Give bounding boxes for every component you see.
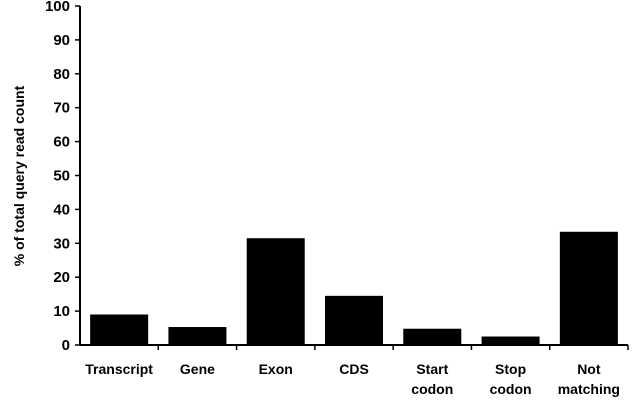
- x-category-label: Start: [416, 361, 448, 377]
- y-tick-label: 40: [53, 201, 70, 218]
- y-tick-label: 80: [53, 66, 70, 83]
- x-category-label: codon: [411, 381, 453, 397]
- x-category-label: Exon: [259, 361, 293, 377]
- x-category-label: matching: [558, 381, 620, 397]
- bar: [168, 327, 227, 345]
- x-category-label: Transcript: [85, 361, 153, 377]
- y-tick-label: 90: [53, 32, 70, 49]
- y-tick-label: 30: [53, 235, 70, 252]
- y-tick-label: 100: [45, 0, 70, 15]
- bar: [90, 314, 149, 345]
- y-axis-ticks: 0 10 20 30 40 50 60 70 80 90 100: [45, 0, 80, 354]
- x-category-label: codon: [490, 381, 532, 397]
- bar: [246, 238, 305, 345]
- y-tick-label: 70: [53, 100, 70, 117]
- y-tick-label: 20: [53, 269, 70, 286]
- y-tick-label: 0: [62, 337, 70, 354]
- bars: [90, 231, 618, 345]
- bar: [403, 328, 462, 345]
- x-category-label: Stop: [495, 361, 526, 377]
- bar: [325, 295, 383, 345]
- x-category-label: Not: [577, 361, 601, 377]
- bar: [481, 336, 540, 345]
- bar: [559, 231, 618, 345]
- y-tick-label: 60: [53, 134, 70, 151]
- x-category-label: Gene: [180, 361, 215, 377]
- y-tick-label: 10: [53, 303, 70, 320]
- y-axis-title: % of total query read count: [11, 85, 27, 266]
- x-axis-labels: Transcript Gene Exon CDS Start codon Stop codon…: [85, 345, 629, 397]
- x-category-label: CDS: [339, 361, 369, 377]
- y-tick-label: 50: [53, 168, 70, 185]
